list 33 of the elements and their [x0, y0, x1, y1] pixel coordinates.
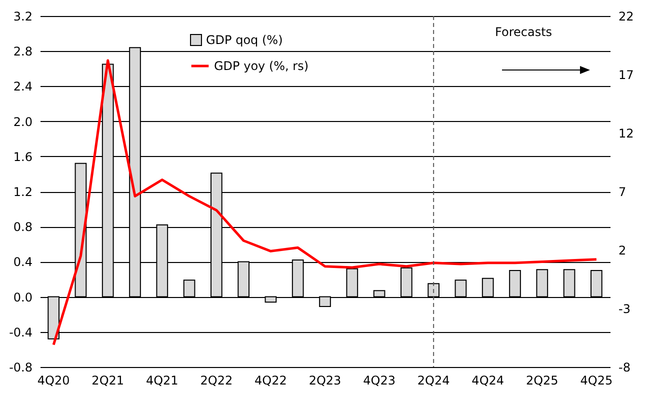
x-tick-label: 4Q21 [146, 374, 178, 388]
x-tick-label: 4Q23 [363, 374, 396, 388]
line-series [52, 59, 598, 346]
y-tick-label: -0.4 [9, 325, 32, 340]
y-tick-label: 1.6 [13, 150, 32, 164]
x-tick-label: 4Q22 [254, 374, 287, 388]
y-tick-label: 0.8 [13, 220, 32, 234]
y-tick-label: 0.4 [13, 255, 32, 270]
legend-label: GDP yoy (%, rs) [214, 59, 309, 73]
y2-tick-label: 12 [618, 126, 634, 140]
x-tick-label: 2Q22 [200, 374, 233, 388]
annotation: Forecasts [495, 25, 552, 39]
y-tick-label: 1.2 [13, 185, 32, 199]
y2-tick-label: 7 [618, 185, 626, 199]
y-tick-label: -0.8 [9, 360, 32, 374]
y-tick-label: 3.2 [13, 10, 32, 24]
y2-tick-label: 2 [618, 244, 626, 258]
y-tick-label: 2.8 [13, 44, 32, 59]
y-tick-label: 2.0 [13, 114, 32, 129]
y2-tick-label: 17 [618, 68, 634, 82]
x-tick-label: 4Q24 [472, 374, 504, 388]
x-tick-label: 2Q23 [308, 374, 342, 388]
y-tick-label: 2.4 [13, 80, 32, 94]
x-tick-label: 4Q25 [580, 374, 613, 388]
y2-tick-label: -3 [618, 302, 630, 316]
y-tick-label: 0.0 [13, 290, 32, 304]
x-tick-label: 2Q21 [92, 374, 124, 388]
y2-tick-label: 22 [618, 10, 634, 24]
x-tick-label: 4Q20 [37, 374, 70, 388]
y2-tick-label: -8 [618, 360, 630, 374]
x-tick-label: 2Q24 [417, 374, 450, 388]
legend-label: GDP qoq (%) [206, 33, 283, 47]
x-tick-label: 2Q25 [526, 374, 558, 388]
